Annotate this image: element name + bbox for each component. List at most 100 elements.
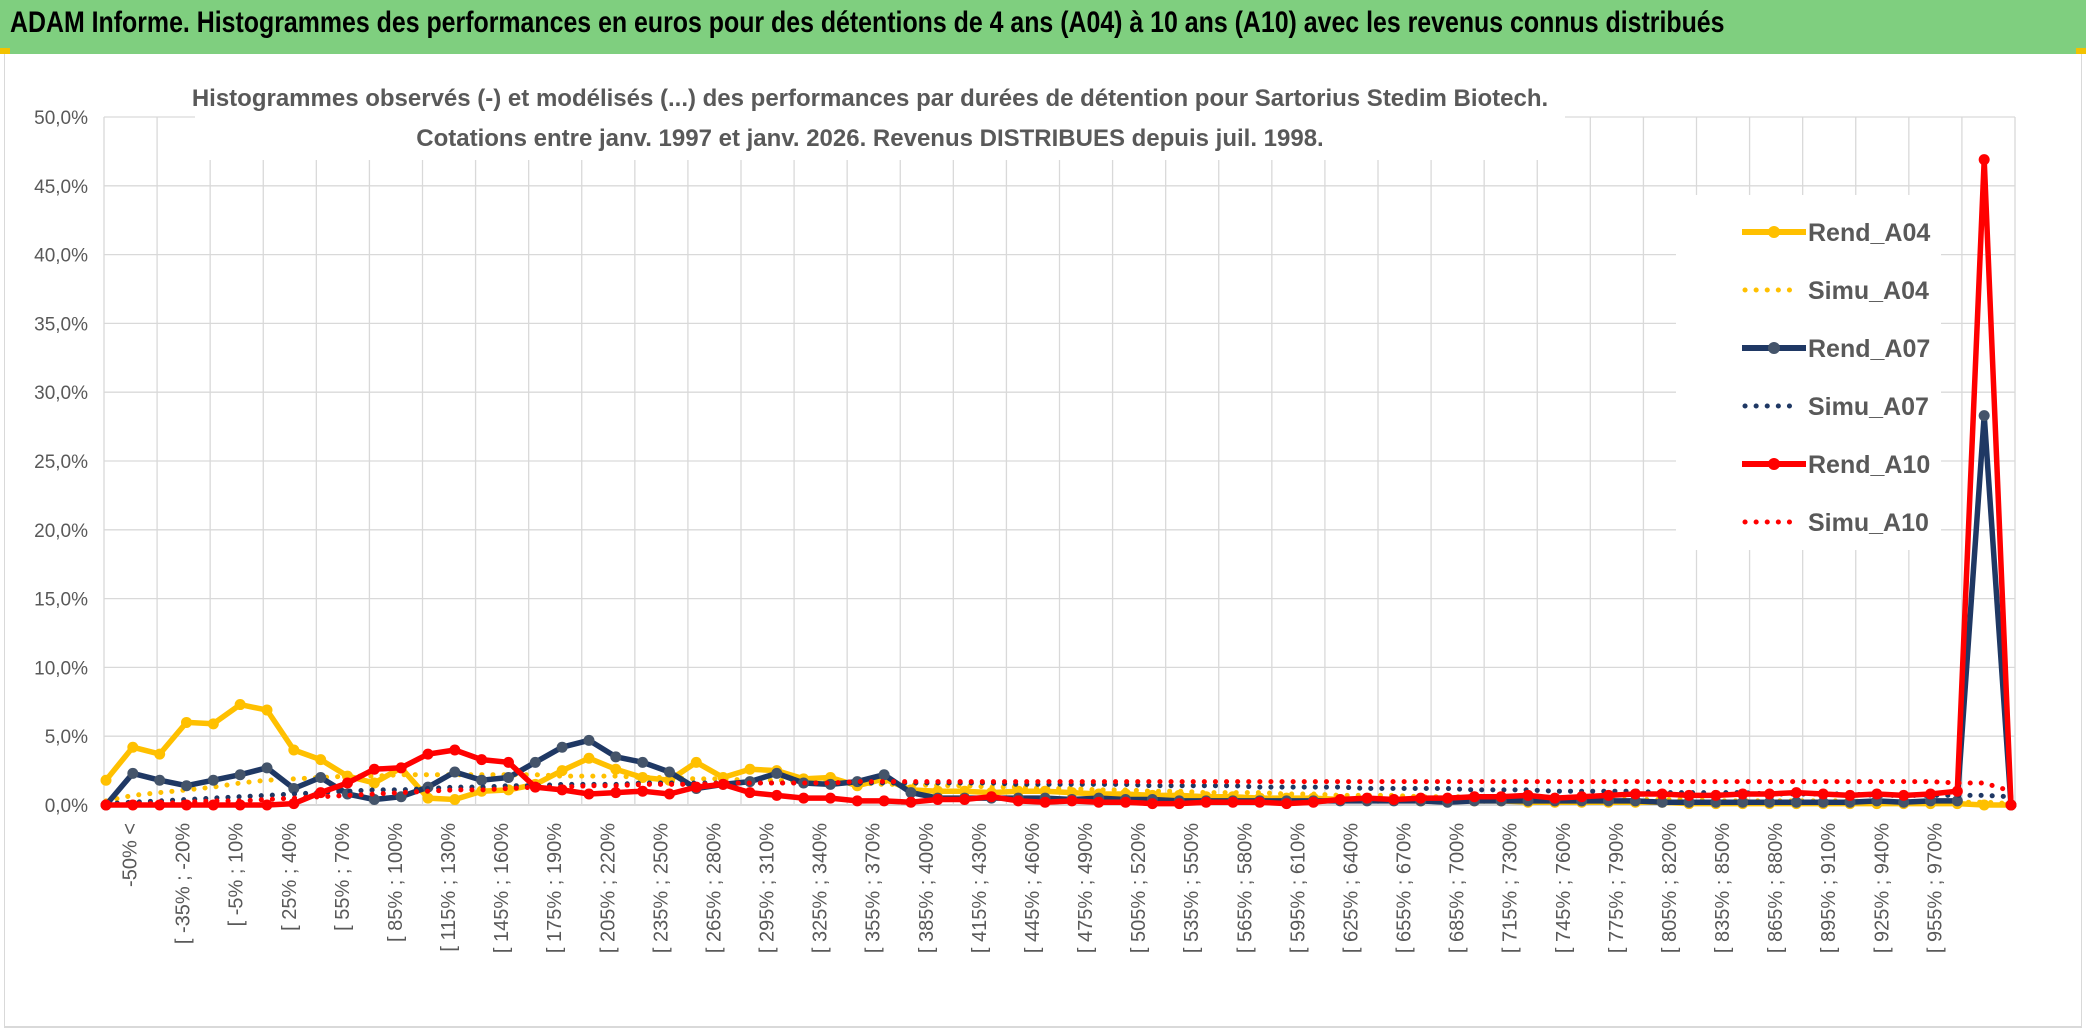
x-tick-label: [ 835% ; 850% [1712, 823, 1734, 953]
point-rend-a10 [610, 787, 622, 799]
point-rend-a04 [234, 699, 246, 711]
point-rend-a10 [771, 789, 783, 801]
y-tick-label: 15,0% [34, 590, 88, 611]
point-rend-a04 [154, 748, 166, 760]
point-rend-a10 [1925, 788, 1937, 800]
point-rend-a10 [1790, 787, 1802, 799]
x-tick-label: [ -35% ; -20% [173, 823, 195, 944]
point-rend-a10 [1576, 791, 1588, 803]
point-rend-a07 [1951, 795, 1963, 807]
title-backdrop [195, 78, 1565, 160]
x-tick-label: [ 415% ; 430% [969, 823, 991, 953]
x-tick-label: [ 85% ; 100% [385, 823, 407, 942]
point-rend-a07 [449, 766, 461, 778]
point-rend-a10 [368, 763, 380, 775]
point-rend-a10 [1871, 788, 1883, 800]
legend-label-simu-a04: Simu_A04 [1808, 277, 1929, 305]
x-tick-label: [ -5% ; 10% [226, 823, 248, 927]
point-rend-a04 [449, 793, 461, 805]
point-rend-a07 [637, 756, 649, 768]
point-rend-a07 [1790, 796, 1802, 808]
point-rend-a10 [261, 799, 273, 811]
point-rend-a04 [127, 741, 139, 753]
point-rend-a10 [1629, 788, 1641, 800]
point-rend-a10 [1066, 795, 1078, 807]
point-rend-a10 [1012, 795, 1024, 807]
point-rend-a10 [1334, 793, 1346, 805]
point-rend-a10 [1656, 788, 1668, 800]
x-tick-label: [ 235% ; 250% [650, 823, 672, 953]
point-rend-a10 [1817, 788, 1829, 800]
x-tick-label: [ 775% ; 790% [1606, 823, 1628, 953]
point-rend-a10 [851, 795, 863, 807]
header-banner: ADAM Informe. Histogrammes des performan… [0, 0, 2086, 54]
legend-label-simu-a10: Simu_A10 [1808, 509, 1929, 537]
chart-subtitle: Cotations entre janv. 1997 et janv. 2026… [416, 125, 1323, 152]
point-rend-a07 [905, 787, 917, 799]
legend-marker-rend-a10 [1768, 458, 1780, 470]
x-tick-label: [ 925% ; 940% [1871, 823, 1893, 953]
point-rend-a10 [1200, 796, 1212, 808]
point-rend-a10 [1173, 798, 1185, 810]
x-tick-label: [ 895% ; 910% [1818, 823, 1840, 953]
x-tick-label: [ 355% ; 370% [863, 823, 885, 953]
point-rend-a07 [663, 766, 675, 778]
series-simu-a10 [103, 779, 2014, 808]
point-rend-a07 [556, 741, 568, 753]
point-rend-a10 [288, 798, 300, 810]
y-tick-label: 25,0% [34, 452, 88, 473]
point-rend-a04 [744, 763, 756, 775]
point-rend-a10 [1039, 796, 1051, 808]
point-rend-a10 [1683, 789, 1695, 801]
point-rend-a07 [180, 780, 192, 792]
point-rend-a07 [368, 793, 380, 805]
legend: Rend_A04 Simu_A04 Rend_A07 Simu_A07 Rend_A10… [1676, 195, 1941, 550]
x-tick-label: [ 655% ; 670% [1394, 823, 1416, 953]
corner-accent-left [0, 48, 10, 54]
point-rend-a10 [1764, 788, 1776, 800]
x-tick-label: [ 325% ; 340% [810, 823, 832, 953]
x-tick-label: [ 115% ; 130% [438, 823, 460, 952]
point-rend-a04 [100, 774, 112, 786]
axis-ticks: 0,0% 5,0% 10,0% 15,0% 20,0% 25,0% 30,0% 35,0% 40… [34, 108, 1946, 953]
point-rend-a07 [476, 774, 488, 786]
x-tick-label: [ 505% ; 520% [1128, 823, 1150, 953]
point-rend-a10 [1495, 791, 1507, 803]
point-rend-a04 [610, 763, 622, 775]
point-rend-a10 [637, 785, 649, 797]
point-rend-a10 [1710, 789, 1722, 801]
corner-accent-right [2076, 48, 2086, 54]
point-rend-a10 [798, 792, 810, 804]
point-rend-a10 [1442, 792, 1454, 804]
point-rend-a04 [690, 756, 702, 768]
chart-title: Histogrammes observés (-) et modélisés (… [192, 85, 1548, 112]
y-tick-label: 35,0% [34, 314, 88, 335]
x-tick-label: [ 55% ; 70% [332, 823, 354, 931]
point-rend-a07 [1978, 410, 1990, 422]
point-rend-a10 [824, 792, 836, 804]
point-rend-a04 [261, 704, 273, 716]
x-tick-label: [ 205% ; 220% [597, 823, 619, 953]
point-rend-a07 [529, 756, 541, 768]
y-tick-label: 5,0% [45, 727, 88, 748]
point-rend-a07 [315, 771, 327, 783]
x-tick-label: [ 715% ; 730% [1500, 823, 1522, 953]
x-tick-label: [ 865% ; 880% [1765, 823, 1787, 953]
point-rend-a07 [1764, 796, 1776, 808]
chart-titles: Histogrammes observés (-) et modélisés (… [192, 78, 1565, 160]
x-tick-label: [ 385% ; 400% [916, 823, 938, 953]
point-rend-a10 [1737, 788, 1749, 800]
y-tick-label: 30,0% [34, 383, 88, 404]
point-rend-a10 [422, 748, 434, 760]
point-rend-a04 [207, 718, 219, 730]
point-rend-a10 [583, 788, 595, 800]
y-tick-label: 10,0% [34, 658, 88, 679]
point-rend-a10 [1603, 789, 1615, 801]
point-rend-a10 [1468, 791, 1480, 803]
point-rend-a07 [610, 751, 622, 763]
point-rend-a10 [1227, 796, 1239, 808]
legend-label-rend-a04: Rend_A04 [1808, 219, 1930, 247]
point-rend-a10 [1951, 785, 1963, 797]
point-rend-a07 [1737, 796, 1749, 808]
